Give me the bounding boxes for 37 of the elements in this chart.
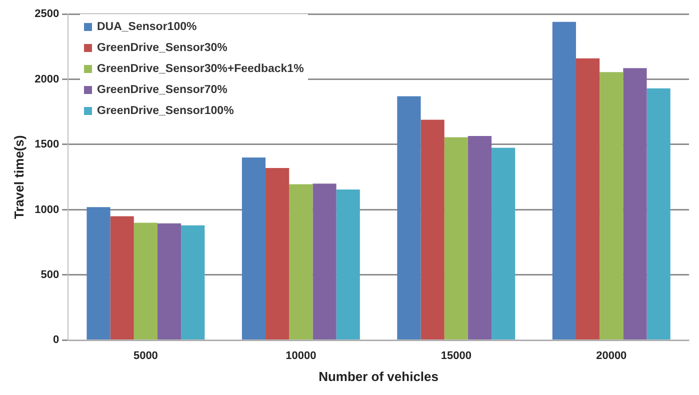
bar [134,222,158,340]
x-axis-title: Number of vehicles [318,368,439,384]
bar [468,136,492,340]
y-axis-title: Travel time(s) [11,135,26,220]
x-tick-label: 5000 [133,350,158,362]
bar [312,184,336,340]
y-tick-label: 500 [40,268,60,281]
legend-label: GreenDrive_Sensor30% [97,42,228,54]
y-tick-label: 0 [52,334,60,346]
y-tick-label: 1000 [34,204,60,216]
bar [181,225,205,340]
x-tick-label: 15000 [440,350,472,362]
x-tick-label: 10000 [286,350,316,362]
legend-label: GreenDrive_Sensor100% [97,104,234,116]
bar [444,137,468,340]
y-tick-label: 1500 [34,138,60,151]
bar [492,148,516,340]
bar [336,189,360,340]
legend-label: GreenDrive_Sensor70% [97,84,228,96]
y-tick-label: 2000 [34,73,60,86]
bar [110,216,134,340]
bar [242,158,266,340]
x-tick-label: 20000 [596,350,627,362]
legend-label: GreenDrive_Sensor30%+Feedback1% [97,62,304,74]
y-tick-label: 2500 [34,8,60,20]
bar [157,223,182,340]
bar [623,68,647,340]
bar [86,207,110,340]
bar [397,96,421,340]
bar [576,58,600,340]
bar [266,168,290,340]
legend-label: DUA_Sensor100% [97,20,197,32]
bar [289,184,313,340]
bar [552,22,576,340]
bar [420,120,444,340]
bar [600,72,624,340]
bar [646,88,670,340]
